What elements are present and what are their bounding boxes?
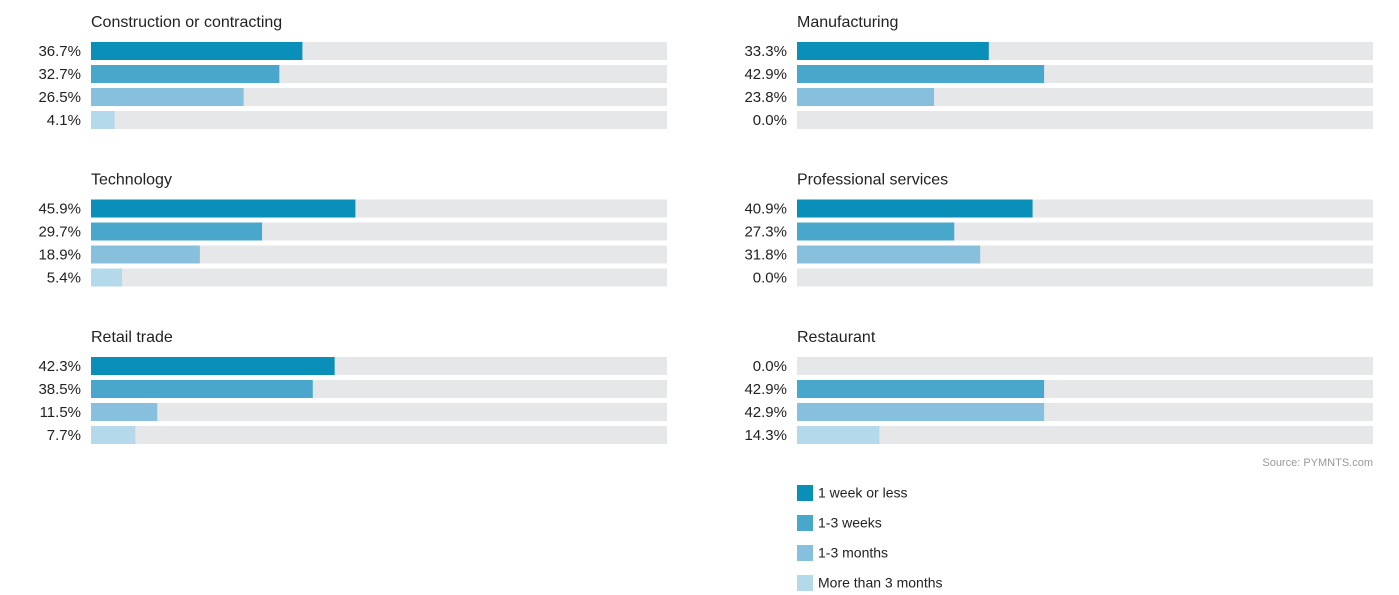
bar: [91, 111, 115, 129]
value-label: 40.9%: [744, 200, 787, 217]
legend-label: 1-3 weeks: [818, 515, 882, 531]
bar: [797, 245, 981, 264]
bar: [91, 222, 263, 241]
bar-track: [91, 426, 667, 444]
bar-track: [91, 245, 667, 264]
bar-track: [797, 357, 1373, 375]
value-label: 23.8%: [744, 89, 787, 106]
bar: [91, 88, 244, 106]
legend-label: More than 3 months: [818, 575, 943, 591]
bar-track: [797, 268, 1373, 287]
value-label: 0.0%: [753, 112, 787, 129]
bar: [797, 42, 989, 60]
bar-track: [797, 111, 1373, 129]
value-label: 29.7%: [38, 223, 81, 240]
value-label: 42.3%: [38, 358, 81, 375]
bar: [91, 357, 335, 375]
bar: [91, 403, 158, 421]
bar: [91, 380, 313, 398]
value-label: 0.0%: [753, 358, 787, 375]
bar: [797, 380, 1045, 398]
value-label: 26.5%: [38, 89, 81, 106]
value-label: 42.9%: [744, 381, 787, 398]
bar-track: [797, 88, 1373, 106]
panel-title: Construction or contracting: [91, 14, 282, 31]
value-label: 14.3%: [744, 427, 787, 444]
value-label: 4.1%: [47, 112, 81, 129]
panel-title: Professional services: [797, 172, 948, 189]
bar: [797, 426, 880, 444]
value-label: 42.9%: [744, 404, 787, 421]
bar: [91, 245, 200, 264]
bar: [91, 268, 123, 287]
value-label: 33.3%: [744, 43, 787, 60]
legend-swatch: [797, 545, 813, 561]
bar-track: [91, 111, 667, 129]
legend-label: 1 week or less: [818, 485, 907, 501]
value-label: 45.9%: [38, 200, 81, 217]
value-label: 7.7%: [47, 427, 81, 444]
bar: [797, 88, 935, 106]
bar-track: [797, 426, 1373, 444]
value-label: 11.5%: [40, 404, 81, 421]
bar: [797, 222, 955, 241]
value-label: 32.7%: [38, 66, 81, 83]
bar: [91, 65, 280, 83]
bar-track: [91, 268, 667, 287]
legend-swatch: [797, 485, 813, 501]
value-label: 36.7%: [38, 43, 81, 60]
legend-swatch: [797, 515, 813, 531]
panel-title: Retail trade: [91, 329, 173, 346]
panel-title: Manufacturing: [797, 14, 898, 31]
bar: [91, 42, 303, 60]
bar: [91, 199, 356, 218]
value-label: 18.9%: [38, 246, 81, 263]
bar: [797, 65, 1045, 83]
value-label: 38.5%: [38, 381, 81, 398]
panel-title: Restaurant: [797, 329, 876, 346]
bar: [797, 199, 1033, 218]
legend-swatch: [797, 575, 813, 591]
value-label: 0.0%: [753, 269, 787, 286]
bar-track: [91, 403, 667, 421]
value-label: 27.3%: [744, 223, 787, 240]
legend-label: 1-3 months: [818, 545, 888, 561]
bar: [91, 426, 136, 444]
source: Source: PYMNTS.com: [1262, 457, 1373, 469]
value-label: 42.9%: [744, 66, 787, 83]
value-label: 5.4%: [47, 269, 81, 286]
value-label: 31.8%: [744, 246, 787, 263]
panel-title: Technology: [91, 172, 172, 189]
bar: [797, 403, 1045, 421]
